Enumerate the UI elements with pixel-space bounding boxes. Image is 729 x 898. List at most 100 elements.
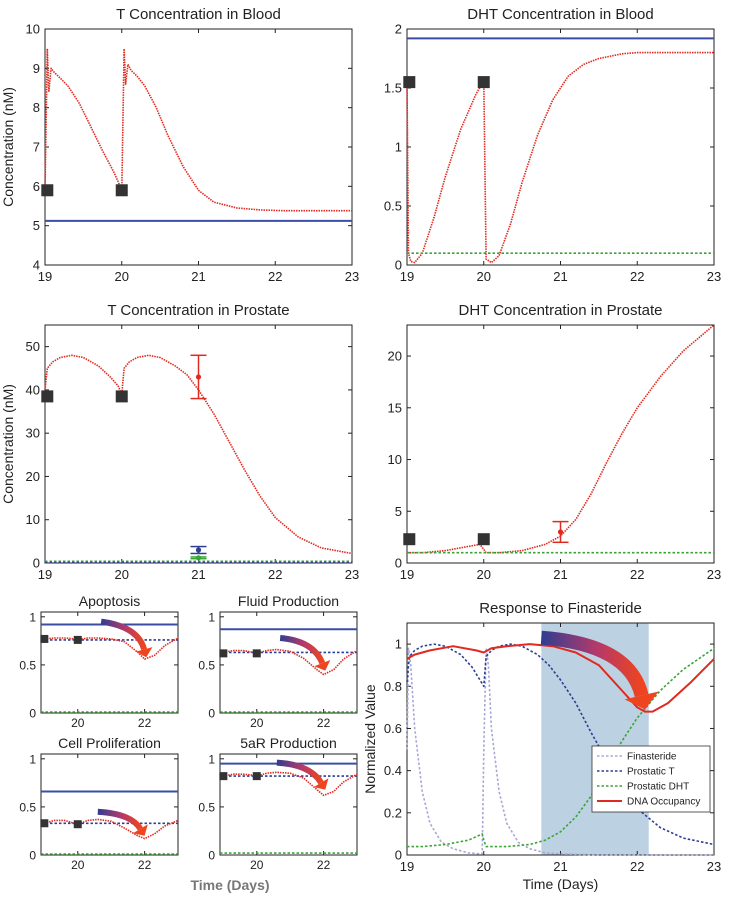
p8-title: 5aR Production: [240, 735, 337, 751]
p8-series-response: [223, 771, 358, 797]
shared-x-axis-label: Time (Days): [190, 877, 269, 893]
p3-data-marker: [41, 390, 54, 403]
p6-trend-arrow-head: [314, 659, 331, 671]
p2-xtick-label: 19: [400, 269, 414, 284]
p3-ytick-label: 40: [26, 382, 40, 397]
p1-data-marker: [115, 184, 128, 197]
p7-xtick-label: 22: [138, 858, 152, 872]
p4-data-marker: [403, 533, 416, 546]
p9-legend-label: Prostatic DHT: [627, 782, 689, 793]
p1-axes-box: [44, 28, 353, 266]
p4-title: DHT Concentration in Prostate: [459, 302, 663, 319]
p6-trend-arrow: [279, 634, 326, 665]
p3-data-marker: [115, 390, 128, 403]
p7-ytick-label: 1: [29, 752, 36, 766]
p9-series-prostatic-dht: [407, 647, 715, 848]
p9-legend-label: DNA Occupancy: [627, 797, 700, 808]
p2-xtick-label: 21: [553, 269, 567, 284]
p3-errorbar-point: [195, 555, 202, 561]
p2-ytick-label: 1: [395, 140, 402, 155]
p8-data-marker: [252, 772, 261, 781]
p4-ytick-label: 15: [388, 400, 402, 415]
p8-trend-arrow-head: [313, 778, 329, 790]
p2-data-marker: [477, 76, 490, 89]
p8-xtick-label: 22: [317, 858, 331, 872]
p7-axes-box: [40, 753, 179, 856]
p9-ytick-label: 0.4: [384, 763, 402, 778]
p2-xtick-label: 20: [477, 269, 491, 284]
p9-series-finasteride: [406, 647, 714, 856]
p6-ytick-label: 0: [208, 707, 215, 721]
p4-ytick-label: 0: [395, 556, 402, 571]
p5-xtick-label: 22: [138, 716, 152, 730]
p2-title: DHT Concentration in Blood: [467, 6, 654, 23]
p6-xtick-label: 20: [250, 716, 264, 730]
p1-data-marker: [41, 184, 54, 197]
p1-title: T Concentration in Blood: [116, 6, 281, 23]
p9-series-prostatic-t: [406, 643, 715, 846]
p9-xtick-label: 19: [400, 859, 414, 874]
p1-ytick-label: 6: [33, 179, 40, 194]
p3-xtick-label: 20: [115, 567, 129, 582]
p3-series-t-prostate: [44, 354, 353, 555]
p1-xtick-label: 21: [191, 269, 205, 284]
p1-y-axis-label: Concentration (nM): [0, 87, 16, 207]
p1-xtick-label: 23: [345, 269, 359, 284]
p5-data-marker: [40, 634, 49, 643]
p6-data-marker: [219, 649, 228, 658]
p4-xtick-label: 21: [553, 567, 567, 582]
p2-xtick-label: 23: [707, 269, 721, 284]
p7-series-response: [44, 818, 179, 840]
p7-ytick-label: 0: [29, 849, 36, 863]
p8-axes-box: [219, 753, 358, 856]
p9-ytick-label: 0.2: [384, 805, 402, 820]
p1-ytick-label: 4: [33, 258, 40, 273]
p3-ytick-label: 10: [26, 512, 40, 527]
p5-axes-box: [40, 611, 179, 714]
p2-ytick-label: 0: [395, 258, 402, 273]
p2-xtick-label: 22: [630, 269, 644, 284]
p4-xtick-label: 22: [630, 567, 644, 582]
p7-data-marker: [40, 819, 49, 828]
p7-xtick-label: 20: [71, 858, 85, 872]
p9-trend-arrow: [540, 630, 649, 698]
p5-ytick-label: 0: [29, 707, 36, 721]
p7-data-marker: [73, 820, 82, 829]
p9-ytick-label: 0.8: [384, 679, 402, 694]
p9-xtick-label: 21: [553, 859, 567, 874]
p1-xtick-label: 19: [38, 269, 52, 284]
p5-data-marker: [73, 635, 82, 644]
p6-ytick-label: 1: [208, 610, 215, 624]
p2-series-dht-with-finasteride: [406, 51, 714, 264]
p9-legend-label: Finasteride: [627, 752, 677, 763]
p7-title: Cell Proliferation: [58, 735, 161, 751]
p9-shaded-region: [541, 623, 649, 855]
p4-series-dht-prostate: [407, 324, 715, 554]
p1-xtick-label: 22: [268, 269, 282, 284]
p7-trend-arrow: [97, 808, 143, 831]
p8-ytick-label: 1: [208, 752, 215, 766]
p6-axes-box: [219, 611, 358, 714]
p1-ytick-label: 9: [33, 61, 40, 76]
p3-xtick-label: 22: [268, 567, 282, 582]
p2-ytick-label: 1.5: [384, 81, 402, 96]
p8-ytick-label: 0: [208, 849, 215, 863]
p5-trend-arrow-head: [135, 647, 153, 658]
p8-ytick-label: 0.5: [198, 800, 215, 814]
p9-title: Response to Finasteride: [479, 600, 642, 617]
p2-axes-box: [406, 28, 715, 266]
p3-errorbar-point: [195, 547, 202, 553]
p1-ytick-label: 8: [33, 100, 40, 115]
p1-xtick-label: 20: [115, 269, 129, 284]
p4-xtick-label: 20: [477, 567, 491, 582]
p4-ytick-label: 20: [388, 349, 402, 364]
p9-legend-label: Prostatic T: [627, 767, 675, 778]
p5-ytick-label: 0.5: [19, 658, 36, 672]
p3-xtick-label: 21: [191, 567, 205, 582]
p3-xtick-label: 19: [38, 567, 52, 582]
p6-series-response: [223, 648, 358, 676]
p8-trend-arrow: [276, 759, 324, 785]
p5-xtick-label: 20: [71, 716, 85, 730]
p1-ytick-label: 5: [33, 218, 40, 233]
p3-title: T Concentration in Prostate: [107, 302, 289, 319]
